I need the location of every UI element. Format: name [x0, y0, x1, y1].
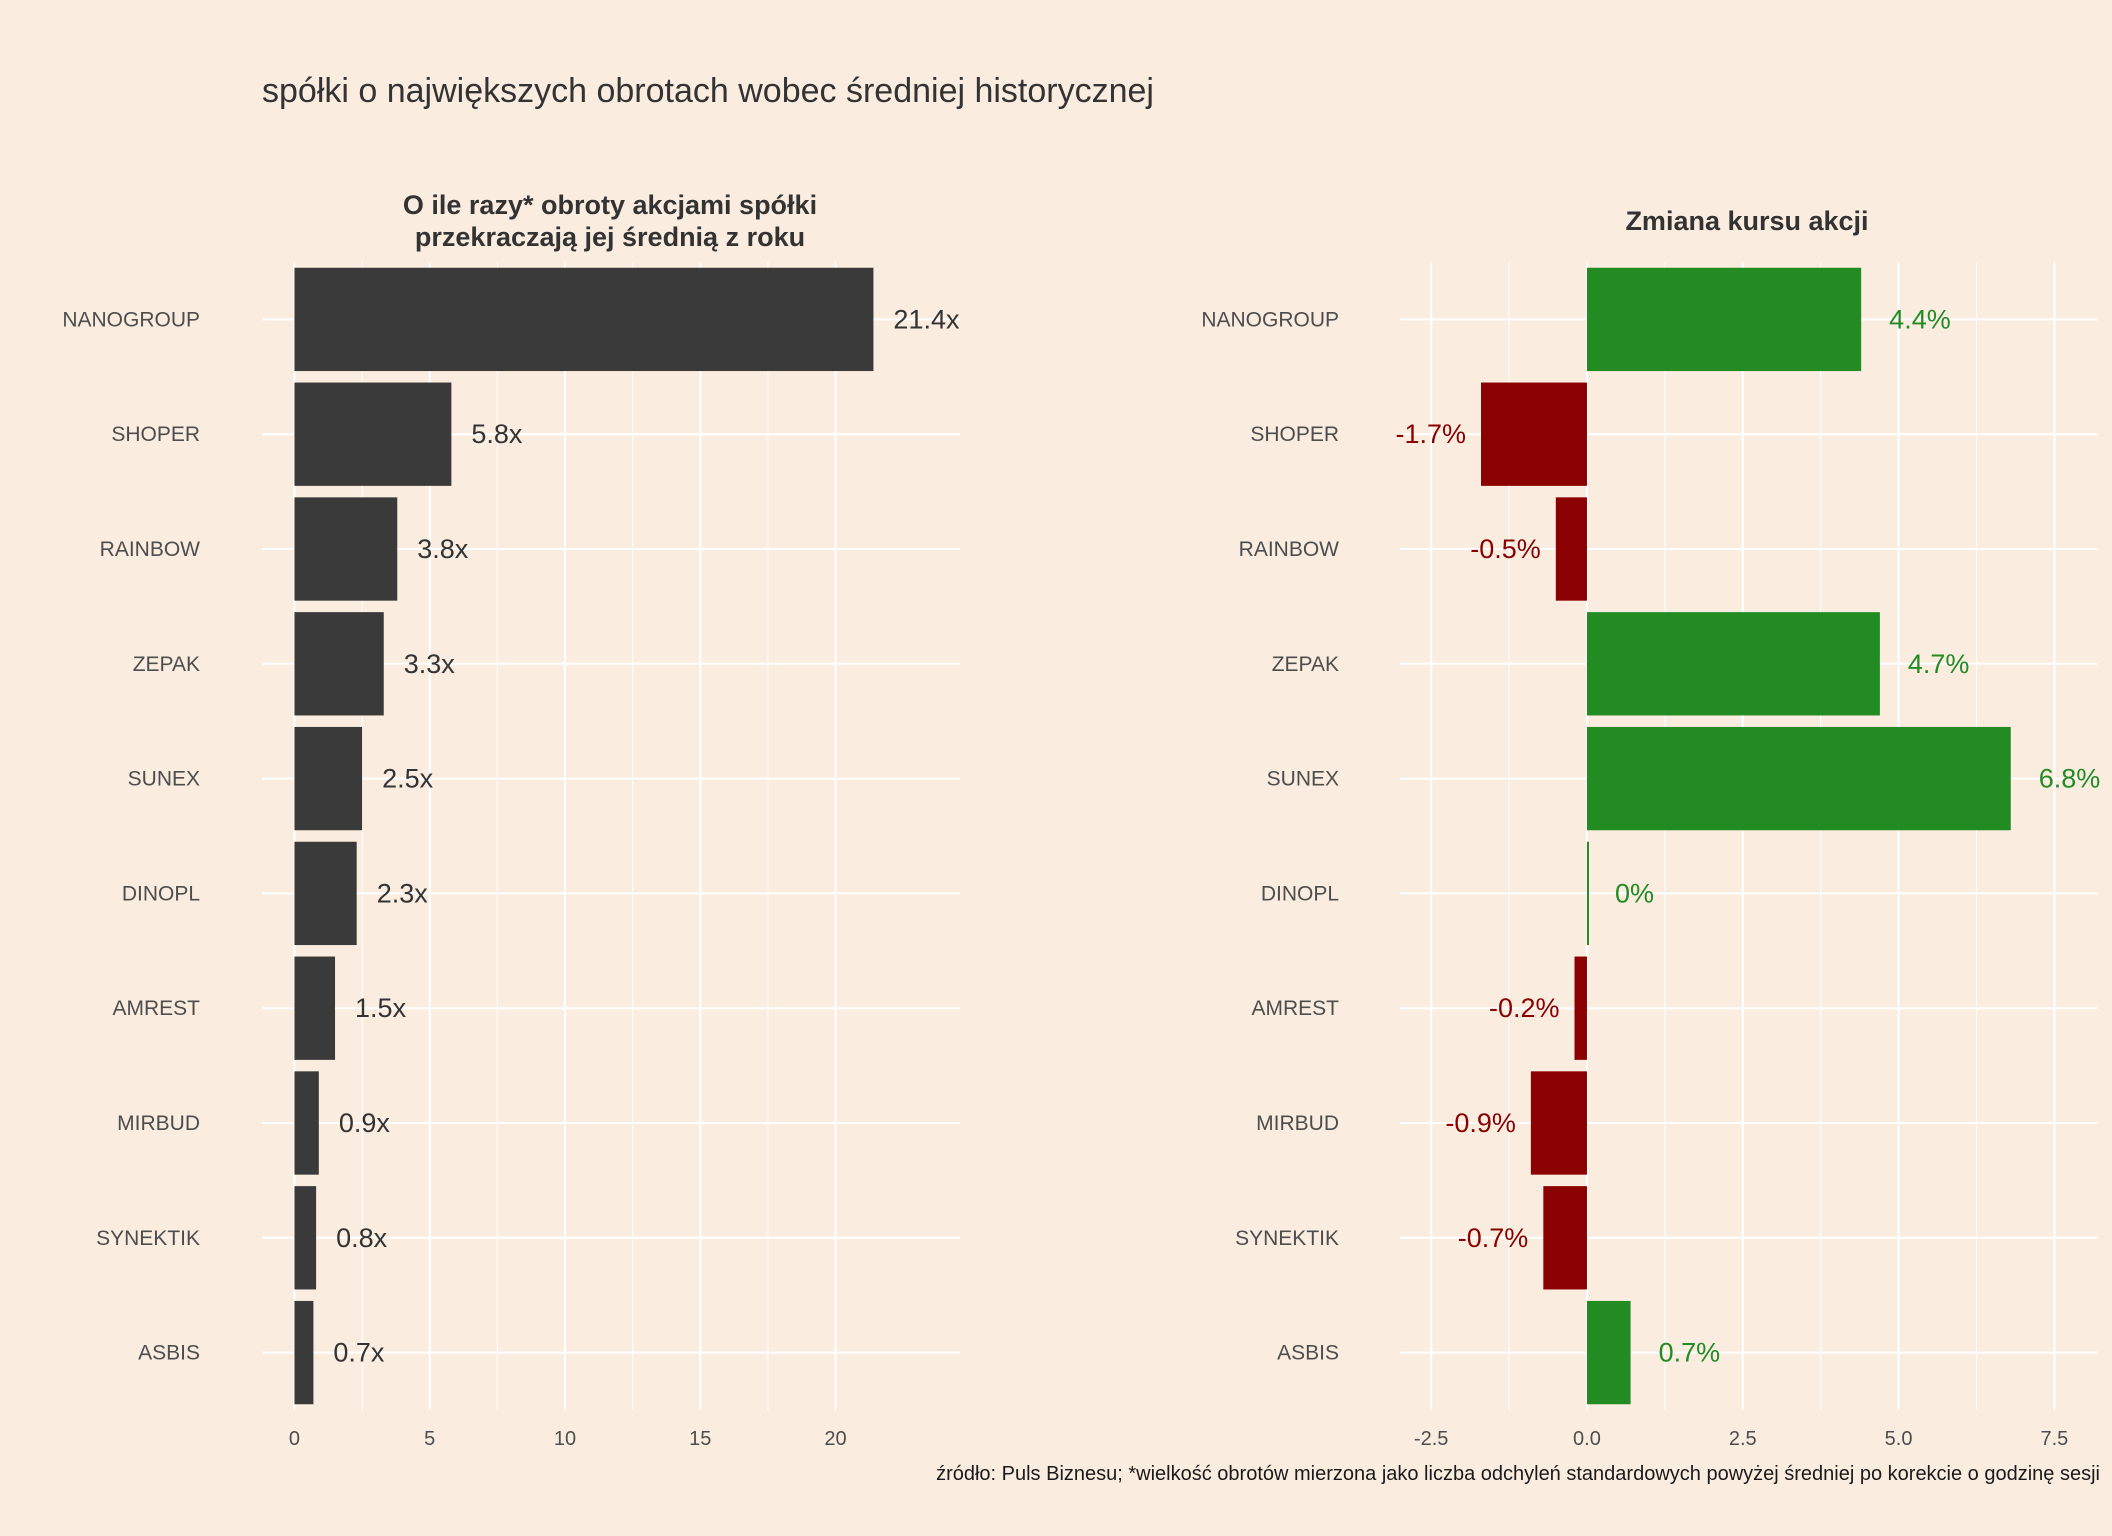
x-tick-label: 15 — [689, 1428, 711, 1450]
category-label-rainbow: RAINBOW — [1239, 538, 1340, 561]
category-label-dinopl: DINOPL — [122, 882, 200, 905]
value-label-dinopl: 0% — [1615, 878, 1654, 908]
category-label-sunex: SUNEX — [1267, 768, 1339, 791]
value-label-shoper: 5.8x — [471, 419, 523, 449]
value-label-synektik: -0.7% — [1458, 1223, 1529, 1253]
value-label-shoper: -1.7% — [1395, 419, 1466, 449]
panel-price-change: Zmiana kursu akcji 4.4% -1.7% -0.5% 4.7% 6.8… — [1201, 206, 2100, 1450]
category-label-mirbud: MIRBUD — [1256, 1112, 1339, 1135]
category-label-zepak: ZEPAK — [133, 653, 200, 676]
x-tick-label: 0.0 — [1573, 1428, 1601, 1450]
panel-left-value-labels: 21.4x 5.8x 3.8x 3.3x 2.5x 2.3x 1.5x 0.9x 0.8x 0.7… — [333, 304, 960, 1367]
value-label-asbis: 0.7x — [333, 1338, 385, 1368]
bar-shoper — [1481, 382, 1587, 486]
panel-left-category-labels: NANOGROUP SHOPER RAINBOW ZEPAK SUNEX DINOPL AM… — [62, 308, 200, 1364]
bar-sunex — [294, 726, 363, 831]
value-label-mirbud: 0.9x — [339, 1108, 391, 1138]
panel-right-value-labels: 4.4% -1.7% -0.5% 4.7% 6.8% 0% -0.2% -0.9% -0.7% 0… — [1395, 304, 2100, 1367]
category-label-amrest: AMREST — [112, 997, 200, 1020]
bar-dinopl — [1586, 841, 1589, 946]
value-label-rainbow: 3.8x — [417, 534, 469, 564]
value-label-amrest: 1.5x — [355, 993, 407, 1023]
x-tick-label: 5 — [424, 1428, 435, 1450]
chart-caption: źródło: Puls Biznesu; *wielkość obrotów … — [936, 1463, 2100, 1485]
value-label-asbis: 0.7% — [1659, 1338, 1721, 1368]
bar-asbis — [294, 1300, 314, 1405]
value-label-zepak: 4.7% — [1908, 649, 1970, 679]
bar-zepak — [294, 612, 384, 716]
bar-nanogroup — [294, 267, 874, 372]
category-label-sunex: SUNEX — [128, 768, 200, 791]
bar-mirbud — [294, 1071, 319, 1175]
value-label-sunex: 6.8% — [2039, 764, 2101, 794]
category-label-synektik: SYNEKTIK — [96, 1227, 200, 1250]
category-label-asbis: ASBIS — [138, 1342, 200, 1365]
bar-dinopl — [294, 841, 357, 946]
panel-right-x-axis: -2.5 0.0 2.5 5.0 7.5 — [1414, 1428, 2068, 1450]
panel-turnover-multiple: O ile razy* obroty akcjami spółki przekr… — [62, 190, 960, 1450]
panel-right-gridlines — [1400, 262, 2098, 1410]
x-tick-label: 20 — [824, 1428, 846, 1450]
category-label-asbis: ASBIS — [1277, 1342, 1339, 1365]
category-label-amrest: AMREST — [1251, 997, 1339, 1020]
x-tick-label: 5.0 — [1885, 1428, 1913, 1450]
bar-zepak — [1586, 612, 1880, 716]
category-label-mirbud: MIRBUD — [117, 1112, 200, 1135]
bar-amrest — [1574, 956, 1587, 1060]
bar-sunex — [1586, 726, 2011, 831]
bar-amrest — [294, 956, 336, 1060]
x-tick-label: 10 — [554, 1428, 576, 1450]
value-label-rainbow: -0.5% — [1470, 534, 1541, 564]
bar-synektik — [1543, 1186, 1587, 1290]
category-label-synektik: SYNEKTIK — [1235, 1227, 1339, 1250]
category-label-nanogroup: NANOGROUP — [62, 308, 200, 331]
bar-shoper — [294, 382, 452, 486]
panel-left-x-axis: 0 5 10 15 20 — [289, 1428, 847, 1450]
value-label-mirbud: -0.9% — [1445, 1108, 1516, 1138]
bar-rainbow — [1555, 497, 1587, 601]
x-tick-label: 2.5 — [1729, 1428, 1757, 1450]
value-label-sunex: 2.5x — [382, 764, 434, 794]
x-tick-label: 7.5 — [2040, 1428, 2068, 1450]
value-label-zepak: 3.3x — [404, 649, 456, 679]
bar-nanogroup — [1586, 267, 1862, 372]
bar-synektik — [294, 1186, 317, 1290]
value-label-synektik: 0.8x — [336, 1223, 388, 1253]
panel-right-title: Zmiana kursu akcji — [1625, 206, 1868, 236]
value-label-nanogroup: 4.4% — [1889, 304, 1951, 334]
value-label-nanogroup: 21.4x — [893, 304, 960, 334]
x-tick-label: -2.5 — [1414, 1428, 1448, 1450]
panel-right-bars — [1481, 267, 2011, 1405]
bar-rainbow — [294, 497, 398, 601]
panel-left-title-line-2: przekraczają jej średnią z roku — [415, 222, 805, 252]
category-label-shoper: SHOPER — [111, 423, 200, 446]
bar-mirbud — [1530, 1071, 1587, 1175]
category-label-shoper: SHOPER — [1250, 423, 1339, 446]
category-label-zepak: ZEPAK — [1272, 653, 1339, 676]
value-label-dinopl: 2.3x — [377, 878, 429, 908]
category-label-rainbow: RAINBOW — [100, 538, 201, 561]
bar-asbis — [1586, 1300, 1631, 1405]
value-label-amrest: -0.2% — [1489, 993, 1560, 1023]
panel-right-category-labels: NANOGROUP SHOPER RAINBOW ZEPAK SUNEX DINOPL AM… — [1201, 308, 1339, 1364]
x-tick-label: 0 — [289, 1428, 300, 1450]
category-label-nanogroup: NANOGROUP — [1201, 308, 1339, 331]
category-label-dinopl: DINOPL — [1261, 882, 1339, 905]
panel-left-bars — [294, 267, 874, 1405]
chart-title: spółki o największych obrotach wobec śre… — [262, 72, 1154, 110]
panel-left-title-line-1: O ile razy* obroty akcjami spółki — [403, 190, 817, 220]
